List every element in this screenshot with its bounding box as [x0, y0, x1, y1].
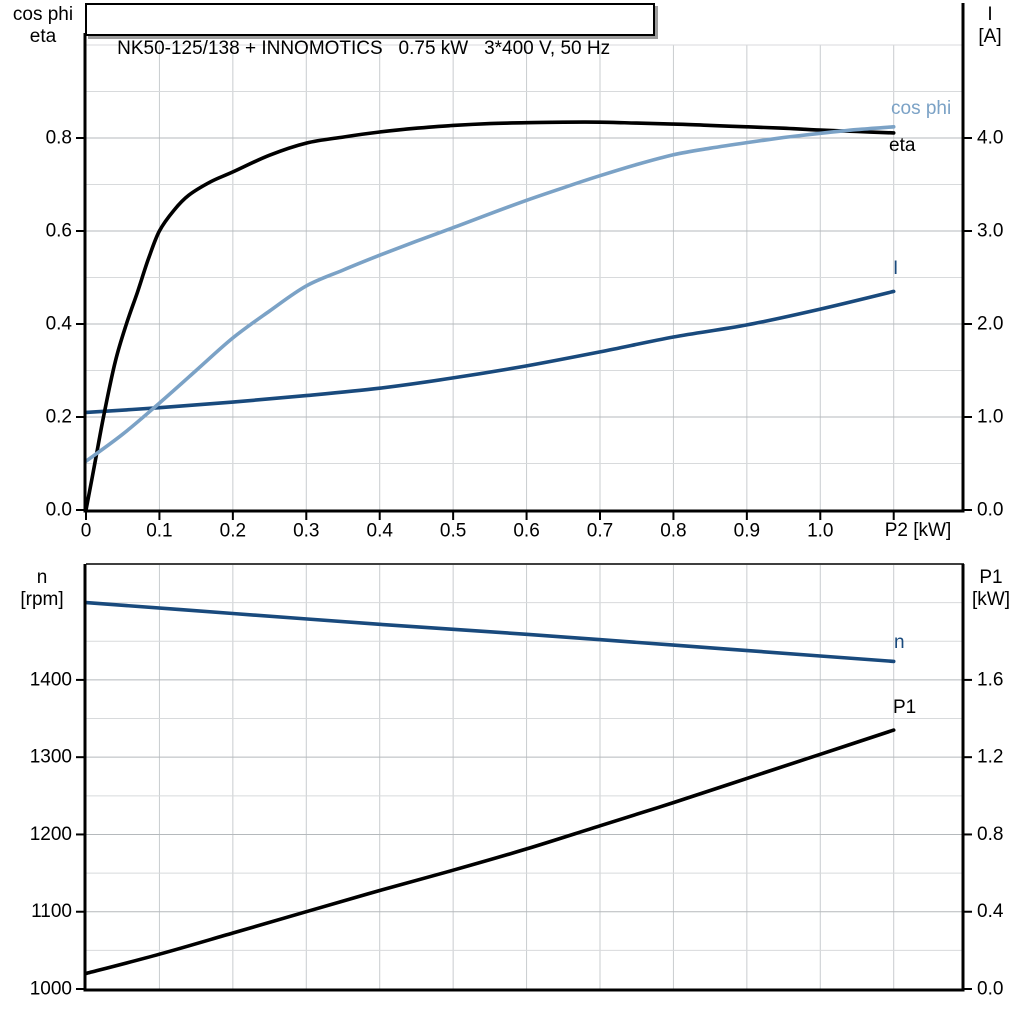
y-right-tick-label: 1.2 — [977, 747, 1003, 768]
axis-title-speed: n — [36, 567, 48, 588]
y-left-tick-label: 1000 — [30, 979, 72, 1000]
curve-cos-phi — [84, 125, 896, 463]
y-left-tick-label: 1400 — [30, 669, 72, 690]
curve-label-current: I — [893, 258, 899, 279]
x-tick-label: 0.8 — [660, 521, 686, 542]
axis-title-eta: eta — [29, 26, 57, 47]
y-right-tick-label: 0.4 — [977, 901, 1004, 922]
chart-title-box: NK50-125/138 + INNOMOTICS 0.75 kW 3*400 … — [85, 3, 655, 59]
y-right-tick-label: 0.8 — [977, 824, 1003, 845]
y-left-tick-label: 0.2 — [46, 407, 72, 428]
y-right-tick-label: 0.0 — [977, 500, 1003, 521]
x-tick-label: 0.7 — [587, 521, 613, 542]
x-tick-label: 0 — [81, 521, 92, 542]
bottom-chart-right-axis-title: P1 [kW] — [961, 567, 1021, 611]
y-right-tick-label: 3.0 — [977, 221, 1003, 242]
y-left-tick-label: 0.4 — [46, 314, 73, 335]
x-tick-label: 0.6 — [513, 521, 539, 542]
y-left-tick-label: 1300 — [30, 747, 72, 768]
x-tick-label: 0.1 — [146, 521, 172, 542]
curve-label-cos-phi: cos phi — [891, 98, 952, 119]
curve-label-power-in: P1 — [893, 697, 917, 718]
y-left-tick-label: 0.8 — [46, 128, 72, 149]
curve-speed — [84, 600, 896, 664]
y-left-tick-label: 0.0 — [46, 500, 72, 521]
top-chart-left-axis-title: cos phi eta — [6, 4, 80, 48]
x-tick-label: 0.4 — [367, 521, 394, 542]
y-right-tick-label: 1.6 — [977, 669, 1003, 690]
top-chart-right-axis-title: I [A] — [961, 4, 1019, 48]
x-axis-title: P2 [kW] — [884, 520, 952, 541]
axis-title-speed-unit: [rpm] — [20, 589, 64, 610]
curve-label-speed: n — [894, 632, 905, 653]
axis-title-current-unit: [A] — [978, 26, 1002, 47]
curve-label-eta: eta — [889, 135, 916, 156]
y-right-tick-label: 2.0 — [977, 314, 1003, 335]
x-tick-label: 0.5 — [440, 521, 466, 542]
axis-title-power-in: P1 — [979, 567, 1003, 588]
curve-power-input — [84, 728, 896, 976]
y-left-tick-label: 1100 — [31, 901, 72, 922]
curve-eta — [84, 120, 896, 512]
axis-title-current: I — [987, 4, 993, 25]
axis-title-power-in-unit: [kW] — [972, 589, 1010, 610]
curve-current — [84, 289, 896, 415]
y-left-tick-label: 1200 — [30, 824, 72, 845]
x-tick-label: 0.9 — [734, 521, 760, 542]
x-tick-label: 0.3 — [293, 521, 319, 542]
chart-title: NK50-125/138 + INNOMOTICS 0.75 kW 3*400 … — [117, 38, 611, 59]
axis-title-cos-phi: cos phi — [12, 4, 74, 25]
x-tick-label: 1.0 — [807, 521, 833, 542]
x-tick-label: 0.2 — [220, 521, 246, 542]
y-right-tick-label: 0.0 — [977, 979, 1003, 1000]
y-left-tick-label: 0.6 — [46, 221, 72, 242]
y-right-tick-label: 1.0 — [977, 407, 1003, 428]
bottom-chart-left-axis-title: n [rpm] — [5, 567, 79, 611]
y-right-tick-label: 4.0 — [977, 128, 1003, 149]
